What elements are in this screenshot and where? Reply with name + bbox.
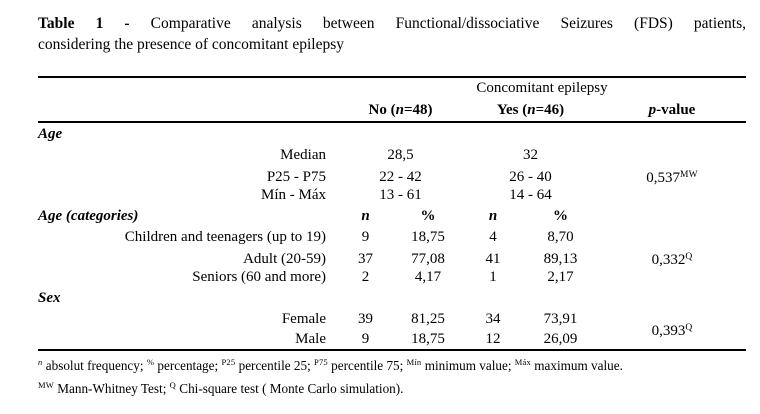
value-n-no: 2 — [361, 269, 370, 285]
row-label: Adult (20-59) — [243, 250, 326, 267]
subheader-pct-no: % — [420, 208, 436, 224]
italic-n: n — [527, 102, 536, 118]
value-n-no: 39 — [358, 311, 373, 327]
subheader-n-no: n — [361, 208, 370, 224]
row-label-female: Female — [281, 311, 326, 327]
table-footnotes: n absolut frequency; % percentage; P25 p… — [38, 353, 746, 398]
value-yes: 32 — [523, 147, 538, 163]
footnote-sup-max: Máx — [514, 357, 531, 367]
section-row-sex: Sex — [38, 287, 746, 309]
value-n-yes: 12 — [485, 331, 501, 347]
section-label-age-categories: Age (categories) — [38, 208, 139, 224]
table-row-median: Median 28,5 32 — [38, 145, 746, 165]
footnote-sup-q: Q — [169, 379, 176, 390]
value-pct-no: 77,08 — [411, 250, 445, 267]
value-pct-yes: 26,09 — [543, 331, 578, 347]
row-label: Children and teenagers (up to 19) — [124, 229, 326, 245]
p-value: 0,393Q — [651, 322, 693, 339]
caption-table-number: Table 1 - — [38, 15, 130, 32]
row-label-male: Male — [295, 331, 326, 347]
value-pct-yes: 73,91 — [543, 311, 578, 327]
footnote-sup-p25: P25 — [221, 357, 236, 367]
p-value: 0,332Q — [651, 252, 693, 268]
table-row-adult: Adult (20-59) 37 77,08 41 89,13 0,332Q — [38, 247, 746, 269]
value-n-no: 9 — [361, 331, 370, 347]
p-value: 0,537MW — [646, 170, 698, 186]
value-yes: 14 - 64 — [509, 187, 552, 203]
table-header-row: No (n=48) Yes (n=46) p-value — [38, 99, 746, 121]
comparison-table: Concomitant epilepsy No (n=48) Yes (n=46… — [38, 76, 746, 398]
footnote-sup-pct: % — [146, 357, 155, 367]
row-label: Seniors (60 and more) — [192, 269, 326, 285]
table-row-seniors: Seniors (60 and more) 2 4,17 1 2,17 — [38, 267, 746, 287]
subheader-pct-yes: % — [553, 208, 568, 224]
header-p-value-column: p-value — [648, 102, 696, 118]
table-row-children: Children and teenagers (up to 19) 9 18,7… — [38, 227, 746, 247]
table-header-group-row: Concomitant epilepsy — [38, 78, 746, 99]
section-row-age: Age — [38, 123, 746, 145]
value-n-yes: 41 — [485, 250, 501, 267]
value-no: 28,5 — [387, 147, 414, 163]
table-row-p25-p75: P25 - P75 22 - 42 26 - 40 0,537MW — [38, 165, 746, 187]
table-header-rule — [38, 121, 746, 123]
header-group-label: Concomitant epilepsy — [476, 80, 608, 96]
footnote-sup-p75: P75 — [314, 357, 328, 367]
section-row-age-categories: Age (categories) n % n % — [38, 205, 746, 227]
table-bottom-rule — [38, 349, 746, 351]
section-label-age: Age — [38, 126, 63, 142]
table-row-min-max: Mín - Máx 13 - 61 14 - 64 — [38, 185, 746, 205]
p-value-superscript: MW — [679, 170, 698, 180]
p-value-superscript: Q — [685, 252, 693, 262]
value-no: 22 - 42 — [379, 168, 422, 185]
footnote-sup-n: n — [38, 357, 43, 367]
row-label: P25 - P75 — [266, 168, 326, 185]
value-pct-no: 18,75 — [411, 229, 445, 245]
footnote-sup-mw: MW — [38, 379, 54, 390]
header-no-column: No (n=48) — [368, 102, 433, 118]
p-value-superscript: Q — [685, 322, 693, 333]
italic-n: n — [395, 102, 404, 118]
italic-p: p — [648, 102, 657, 118]
table-top-rule — [38, 76, 746, 78]
header-yes-column: Yes (n=46) — [496, 102, 565, 118]
value-yes: 26 - 40 — [509, 168, 552, 185]
table-caption: Table 1 - Comparative analysis between F… — [38, 13, 746, 55]
value-pct-yes: 89,13 — [543, 250, 578, 267]
row-label: Median — [280, 147, 326, 163]
footnote-line-2: MW Mann-Whitney Test; Q Chi-square test … — [38, 379, 404, 396]
value-no: 13 - 61 — [379, 187, 422, 203]
caption-text: Comparative analysis between Functional/… — [150, 15, 746, 32]
footnote-sup-min: Mín — [406, 357, 422, 367]
value-n-no: 9 — [361, 229, 370, 245]
value-pct-no: 81,25 — [411, 311, 445, 327]
caption-line-2: considering the presence of concomitant … — [38, 36, 345, 53]
value-pct-no: 18,75 — [411, 331, 445, 347]
row-label: Mín - Máx — [261, 187, 326, 203]
sex-rows: Female 39 81,25 34 73,91 Male 9 18,75 12… — [38, 309, 746, 349]
caption-line-1: Table 1 - Comparative analysis between F… — [38, 13, 746, 34]
value-pct-yes: 8,70 — [547, 229, 574, 245]
section-label-sex: Sex — [38, 290, 61, 306]
value-n-yes: 1 — [489, 269, 497, 285]
footnote-line-1: n absolut frequency; % percentage; P25 p… — [38, 357, 623, 373]
value-n-no: 37 — [358, 250, 373, 267]
subheader-n-yes: n — [488, 208, 498, 224]
value-pct-no: 4,17 — [414, 269, 442, 285]
value-n-yes: 4 — [489, 229, 497, 245]
value-pct-yes: 2,17 — [547, 269, 574, 285]
value-n-yes: 34 — [485, 311, 501, 327]
